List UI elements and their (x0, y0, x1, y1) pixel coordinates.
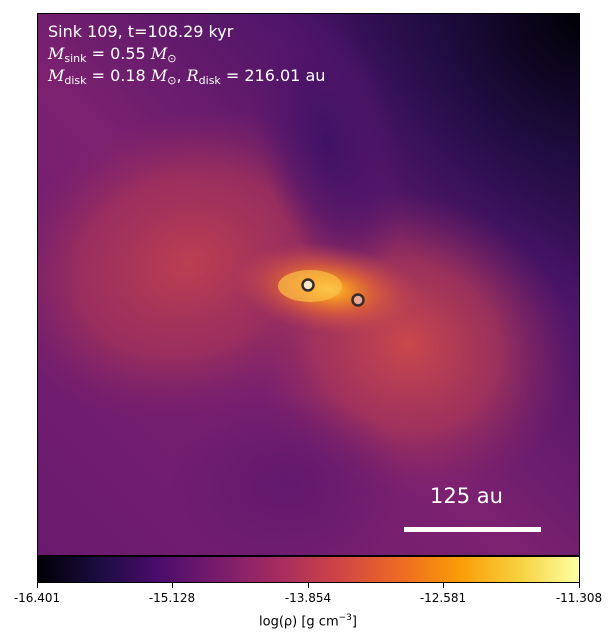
scale-bar-label: 125 au (430, 484, 503, 508)
sink-primary-marker (301, 278, 315, 292)
colorbar-tick-label: -16.401 (13, 591, 61, 605)
colorbar-tick (37, 583, 38, 588)
disk-properties-label: Mdisk = 0.18 M⊙, Rdisk = 216.01 au (48, 66, 326, 87)
sink-secondary-marker (351, 293, 365, 307)
colorbar-tick (579, 583, 580, 588)
colorbar-label: log(ρ) [g cm−3] (259, 613, 357, 630)
colorbar-tick-label: -15.128 (148, 591, 196, 605)
colorbar-tick-label: -11.308 (555, 591, 603, 605)
colorbar (37, 556, 580, 583)
scale-bar (404, 527, 541, 532)
colorbar-tick (172, 583, 173, 588)
density-map (38, 14, 579, 555)
sink-time-label: Sink 109, t=108.29 kyr (48, 22, 234, 41)
density-map-panel: Sink 109, t=108.29 kyr Msink = 0.55 M⊙ M… (37, 13, 580, 556)
colorbar-tick (443, 583, 444, 588)
colorbar-tick-label: -13.854 (284, 591, 332, 605)
colorbar-tick (308, 583, 309, 588)
sink-mass-label: Msink = 0.55 M⊙ (48, 44, 177, 65)
colorbar-tick-label: -12.581 (419, 591, 467, 605)
